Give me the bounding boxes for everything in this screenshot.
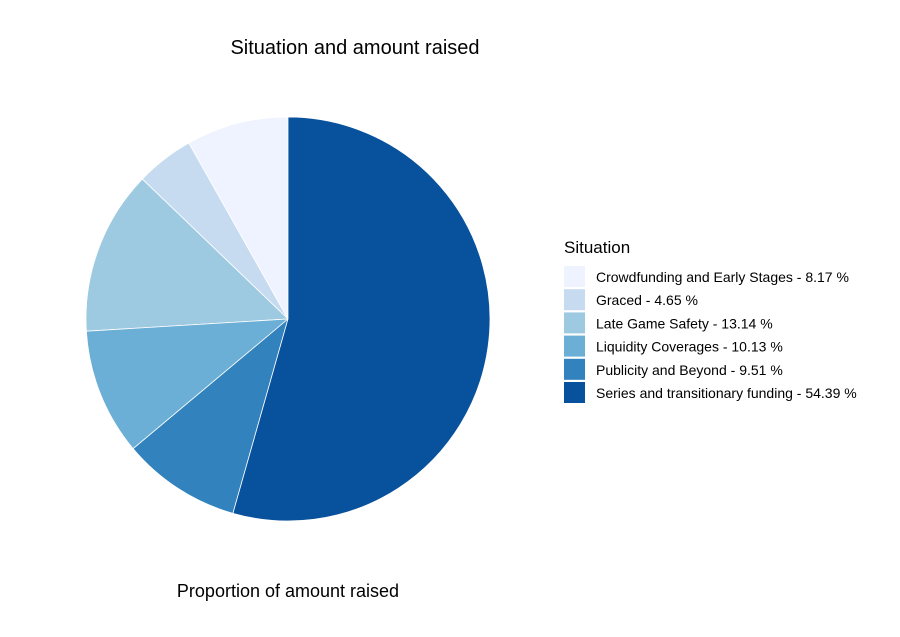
legend-label-4: Liquidity Coverages - 10.13 %: [596, 339, 783, 355]
pie-slice-3: [85, 178, 289, 332]
legend-label-5: Publicity and Beyond - 9.51 %: [596, 362, 783, 378]
chart-title: Situation and amount raised: [230, 37, 479, 59]
legend-label-6: Series and transitionary funding - 54.39…: [596, 385, 857, 401]
legend-swatch-2: [564, 289, 585, 311]
legend-label-1: Crowdfunding and Early Stages - 8.17 %: [596, 269, 849, 285]
legend-title: Situation: [564, 238, 630, 257]
pie-slice-5: [132, 317, 289, 514]
pie-slice-6: [232, 116, 491, 522]
legend-swatch-3: [564, 312, 585, 334]
legend-swatch-1: [564, 266, 585, 287]
legend-swatch-5: [564, 358, 585, 380]
legend: Situation Crowdfunding and Early Stages …: [564, 238, 857, 403]
x-axis-label: Proportion of amount raised: [177, 581, 399, 601]
legend-swatch-4: [564, 335, 585, 357]
pie-slice-1: [188, 116, 289, 321]
legend-swatch-6: [564, 382, 585, 403]
legend-label-3: Late Game Safety - 13.14 %: [596, 315, 773, 331]
pie-slices: [85, 116, 491, 522]
legend-label-2: Graced - 4.65 %: [596, 292, 698, 308]
pie-slice-4: [85, 318, 290, 450]
